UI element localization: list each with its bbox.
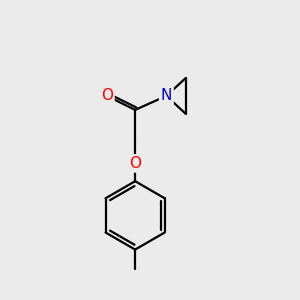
Text: O: O	[129, 156, 141, 171]
Text: O: O	[101, 88, 113, 104]
Text: N: N	[161, 88, 172, 104]
